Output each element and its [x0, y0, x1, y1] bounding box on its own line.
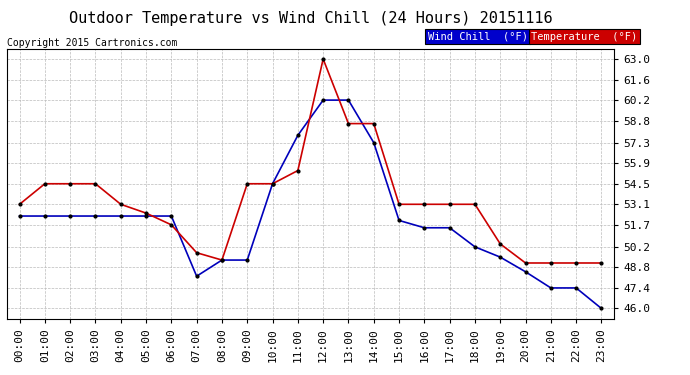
- Text: Wind Chill  (°F): Wind Chill (°F): [428, 32, 528, 42]
- Text: Outdoor Temperature vs Wind Chill (24 Hours) 20151116: Outdoor Temperature vs Wind Chill (24 Ho…: [69, 11, 552, 26]
- Text: Copyright 2015 Cartronics.com: Copyright 2015 Cartronics.com: [7, 38, 177, 48]
- Text: Temperature  (°F): Temperature (°F): [531, 32, 638, 42]
